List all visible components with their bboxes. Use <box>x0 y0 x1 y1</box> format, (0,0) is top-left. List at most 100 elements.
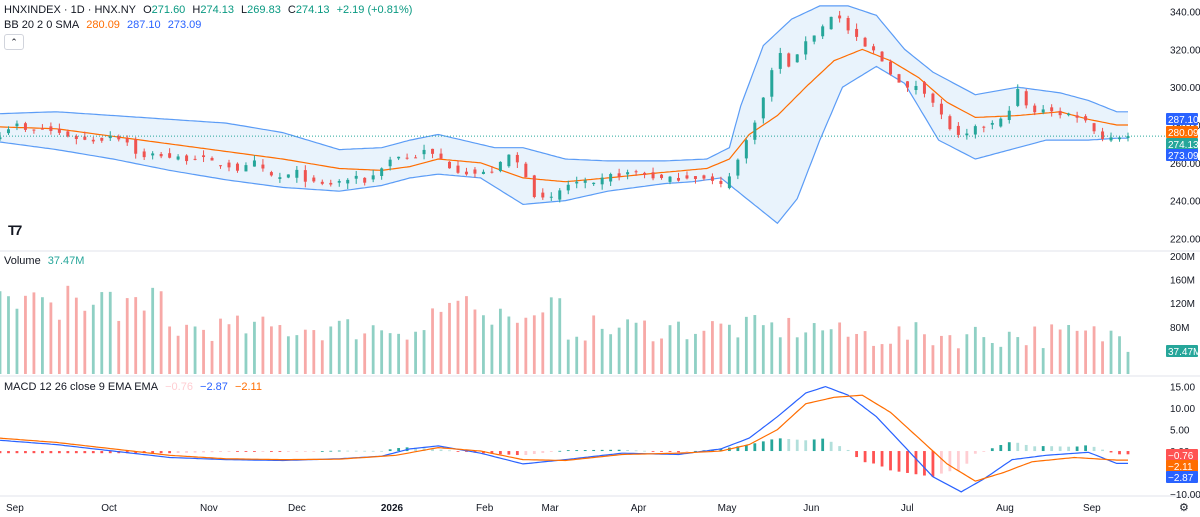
macd-histogram-bar <box>778 438 782 452</box>
candle-body <box>795 54 799 63</box>
bollinger-lower-line <box>0 65 1128 225</box>
macd-histogram-bar <box>286 451 290 452</box>
volume-bar <box>236 315 239 374</box>
macd-legend[interactable]: MACD 12 26 close 9 EMA EMA −0.76 −2.87 −… <box>4 381 266 393</box>
volume-bar <box>965 334 969 374</box>
candle-body <box>464 171 468 175</box>
macd-histogram-bar <box>176 451 180 453</box>
volume-bar <box>41 297 44 374</box>
macd-histogram-bar <box>761 441 765 452</box>
volume-bar <box>829 329 833 374</box>
volume-bar <box>108 291 112 374</box>
volume-bar <box>397 333 401 374</box>
candle-body <box>422 149 426 155</box>
volume-bar <box>498 308 502 374</box>
volume-bar <box>795 337 799 374</box>
volume-bar <box>465 296 468 374</box>
candle-body <box>244 165 248 172</box>
price-badge-bg <box>1166 126 1198 138</box>
macd-histogram-bar <box>498 451 502 455</box>
macd-histogram-bar <box>295 451 299 452</box>
candle-body <box>159 154 163 157</box>
volume-badge-bg <box>1166 345 1198 357</box>
candle-body <box>515 154 519 163</box>
chevron-up-icon[interactable]: ⌃ <box>4 34 24 50</box>
macd-histogram-bar <box>227 451 231 452</box>
candle-body <box>804 41 808 55</box>
volume-bar <box>1109 330 1113 374</box>
macd-histogram-bar <box>889 451 892 471</box>
volume-bar <box>838 322 842 374</box>
candle-body <box>1024 91 1028 106</box>
macd-histogram-bar <box>863 451 867 463</box>
candle-body <box>431 148 435 154</box>
candle-body <box>40 128 44 130</box>
gear-icon[interactable]: ⚙ <box>1179 502 1189 514</box>
macd-histogram-bar <box>185 451 188 453</box>
volume-bar <box>889 343 892 374</box>
macd-histogram-bar <box>999 445 1003 452</box>
macd-histogram-bar <box>448 450 451 452</box>
volume-bar <box>761 325 765 374</box>
volume-bar <box>320 340 324 374</box>
volume-bar <box>244 333 248 374</box>
macd-histogram-bar <box>855 451 859 458</box>
time-tick-label: Dec <box>288 503 306 514</box>
price-badge: 274.13 <box>1168 140 1199 151</box>
volume-bar <box>524 317 528 374</box>
volume-bar <box>880 344 884 374</box>
tradingview-logo-icon[interactable]: T7 <box>8 222 22 238</box>
macd-histogram-bar <box>456 451 460 452</box>
volume-bar <box>91 304 95 374</box>
macd-histogram-bar <box>744 445 748 452</box>
candle-body <box>693 176 697 179</box>
candle-body <box>23 123 27 130</box>
price-badge: 273.09 <box>1168 151 1199 162</box>
macd-histogram-bar <box>439 449 443 452</box>
candle-body <box>498 161 502 172</box>
macd-histogram-bar <box>0 451 2 454</box>
volume-tick-label: 160M <box>1170 276 1195 287</box>
macd-histogram-bar <box>168 451 172 454</box>
volume-bar <box>753 315 757 374</box>
candle-body <box>575 181 579 184</box>
candle-body <box>1050 107 1054 112</box>
macd-histogram-bar <box>753 443 757 452</box>
macd-histogram-bar <box>7 451 10 454</box>
volume-bar <box>617 327 621 374</box>
volume-bar <box>1126 351 1130 374</box>
macd-histogram-bar <box>1007 442 1011 452</box>
volume-bar <box>634 322 638 374</box>
macd-histogram-bar <box>371 450 375 452</box>
macd-histogram-bar <box>1084 445 1087 452</box>
bb-basis-value: 280.09 <box>86 19 120 31</box>
candle-body <box>295 169 299 178</box>
candle-body <box>736 159 740 176</box>
macd-histogram-bar <box>1067 446 1071 452</box>
macd-histogram-bar <box>906 451 909 473</box>
macd-histogram-bar <box>151 451 155 454</box>
time-tick-label: Nov <box>200 503 218 514</box>
candle-body <box>889 61 893 75</box>
candle-body <box>973 126 977 135</box>
time-tick-label: Mar <box>542 503 560 514</box>
volume-bar <box>736 337 740 374</box>
candle-body <box>414 157 418 159</box>
volume-legend[interactable]: Volume 37.47M <box>4 255 88 267</box>
candle-body <box>1075 115 1079 118</box>
candle-body <box>235 163 239 171</box>
candle-body <box>897 74 901 83</box>
volume-bar <box>388 333 392 374</box>
symbol-label[interactable]: HNXINDEX · 1D · HNX.NY <box>4 4 137 16</box>
macd-histogram-bar <box>134 451 138 454</box>
candle-body <box>939 103 943 115</box>
bb-legend[interactable]: BB 20 2 0 SMA 280.09 287.10 273.09 <box>4 19 205 31</box>
price-tick-label: 220.00 <box>1170 234 1200 245</box>
candle-body <box>1101 131 1105 139</box>
candle-body <box>337 181 341 183</box>
price-badge: 280.09 <box>1168 128 1199 139</box>
macd-histogram-bar <box>795 439 799 452</box>
candle-body <box>668 176 672 182</box>
macd-histogram-bar <box>600 449 604 452</box>
volume-bar <box>100 292 104 374</box>
